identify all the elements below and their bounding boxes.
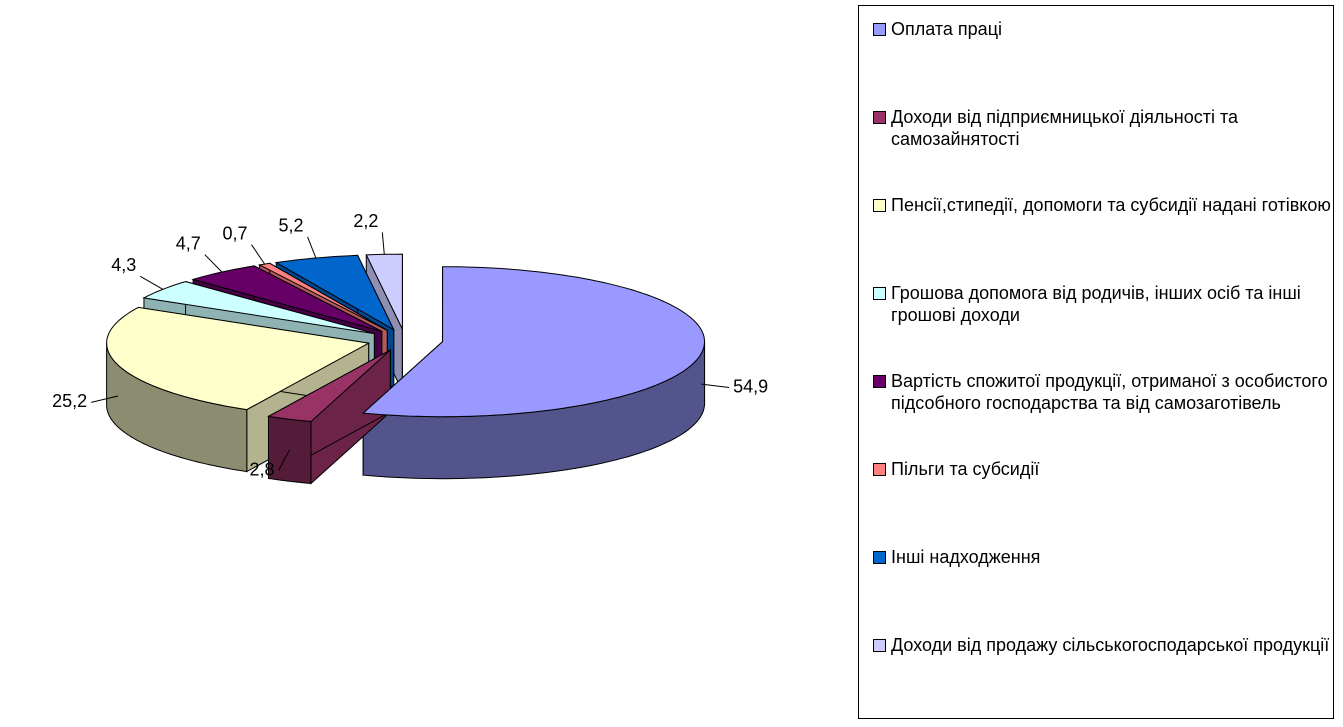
legend-label: Пільги та субсидії [891, 459, 1040, 479]
legend-item: Грошова допомога від родичів, інших осіб… [873, 282, 1341, 326]
legend-label: Оплата праці [891, 19, 1002, 39]
slice [365, 253, 403, 330]
leader-line [140, 275, 164, 290]
legend-label: Доходи від підприємницької діяльності та… [891, 107, 1239, 149]
data-label: 5,2 [279, 216, 304, 236]
legend-label: Вартість спожитої продукції, отриманої з… [891, 371, 1328, 413]
legend-item: Пенсії,стипедії, допомоги та субсидії на… [873, 194, 1341, 216]
pie-tops [106, 253, 705, 423]
legend-swatch [873, 463, 886, 476]
legend-label: Пенсії,стипедії, допомоги та субсидії на… [891, 195, 1331, 215]
leader-line [701, 383, 730, 389]
leader-line [251, 244, 266, 265]
legend-item: Доходи від продажу сільськогосподарської… [873, 634, 1341, 656]
slice-side [268, 415, 312, 485]
legend: Оплата праці Доходи від підприємницької д… [858, 5, 1334, 719]
slice [362, 266, 705, 418]
legend-label: Грошова допомога від родичів, інших осіб… [891, 283, 1301, 325]
leader-line [91, 395, 119, 403]
legend-swatch [873, 111, 886, 124]
legend-item: Доходи від підприємницької діяльності та… [873, 106, 1341, 150]
legend-swatch [873, 287, 886, 300]
chart: 54,9 2,8 25,2 4,3 4,7 0,7 5,2 2,2 [52, 211, 768, 485]
legend-swatch [873, 639, 886, 652]
slice [142, 281, 375, 335]
slice [191, 265, 383, 332]
legend-item: Оплата праці [873, 18, 1341, 40]
legend-item: Інші надходження [873, 546, 1341, 568]
data-label: 0,7 [222, 223, 247, 243]
leader-line [204, 254, 223, 273]
legend-label: Доходи від продажу сільськогосподарської… [891, 635, 1330, 655]
data-label: 25,2 [52, 391, 87, 411]
legend-item: Вартість спожитої продукції, отриманої з… [873, 370, 1341, 414]
slice [274, 254, 395, 331]
data-label: 4,3 [111, 255, 136, 275]
data-label: 54,9 [733, 376, 768, 396]
legend-swatch [873, 375, 886, 388]
data-label: 4,7 [176, 233, 201, 253]
legend-label: Інші надходження [891, 547, 1041, 567]
leader-line [278, 450, 290, 471]
data-label: 2,8 [249, 459, 274, 479]
legend-swatch [873, 551, 886, 564]
slice [106, 306, 371, 411]
slice [266, 349, 391, 423]
legend-swatch [873, 199, 886, 212]
data-label: 2,2 [353, 211, 378, 231]
leader-line [381, 232, 385, 255]
legend-item: Пільги та субсидії [873, 458, 1341, 480]
leader-line [307, 236, 317, 259]
legend-swatch [873, 23, 886, 36]
